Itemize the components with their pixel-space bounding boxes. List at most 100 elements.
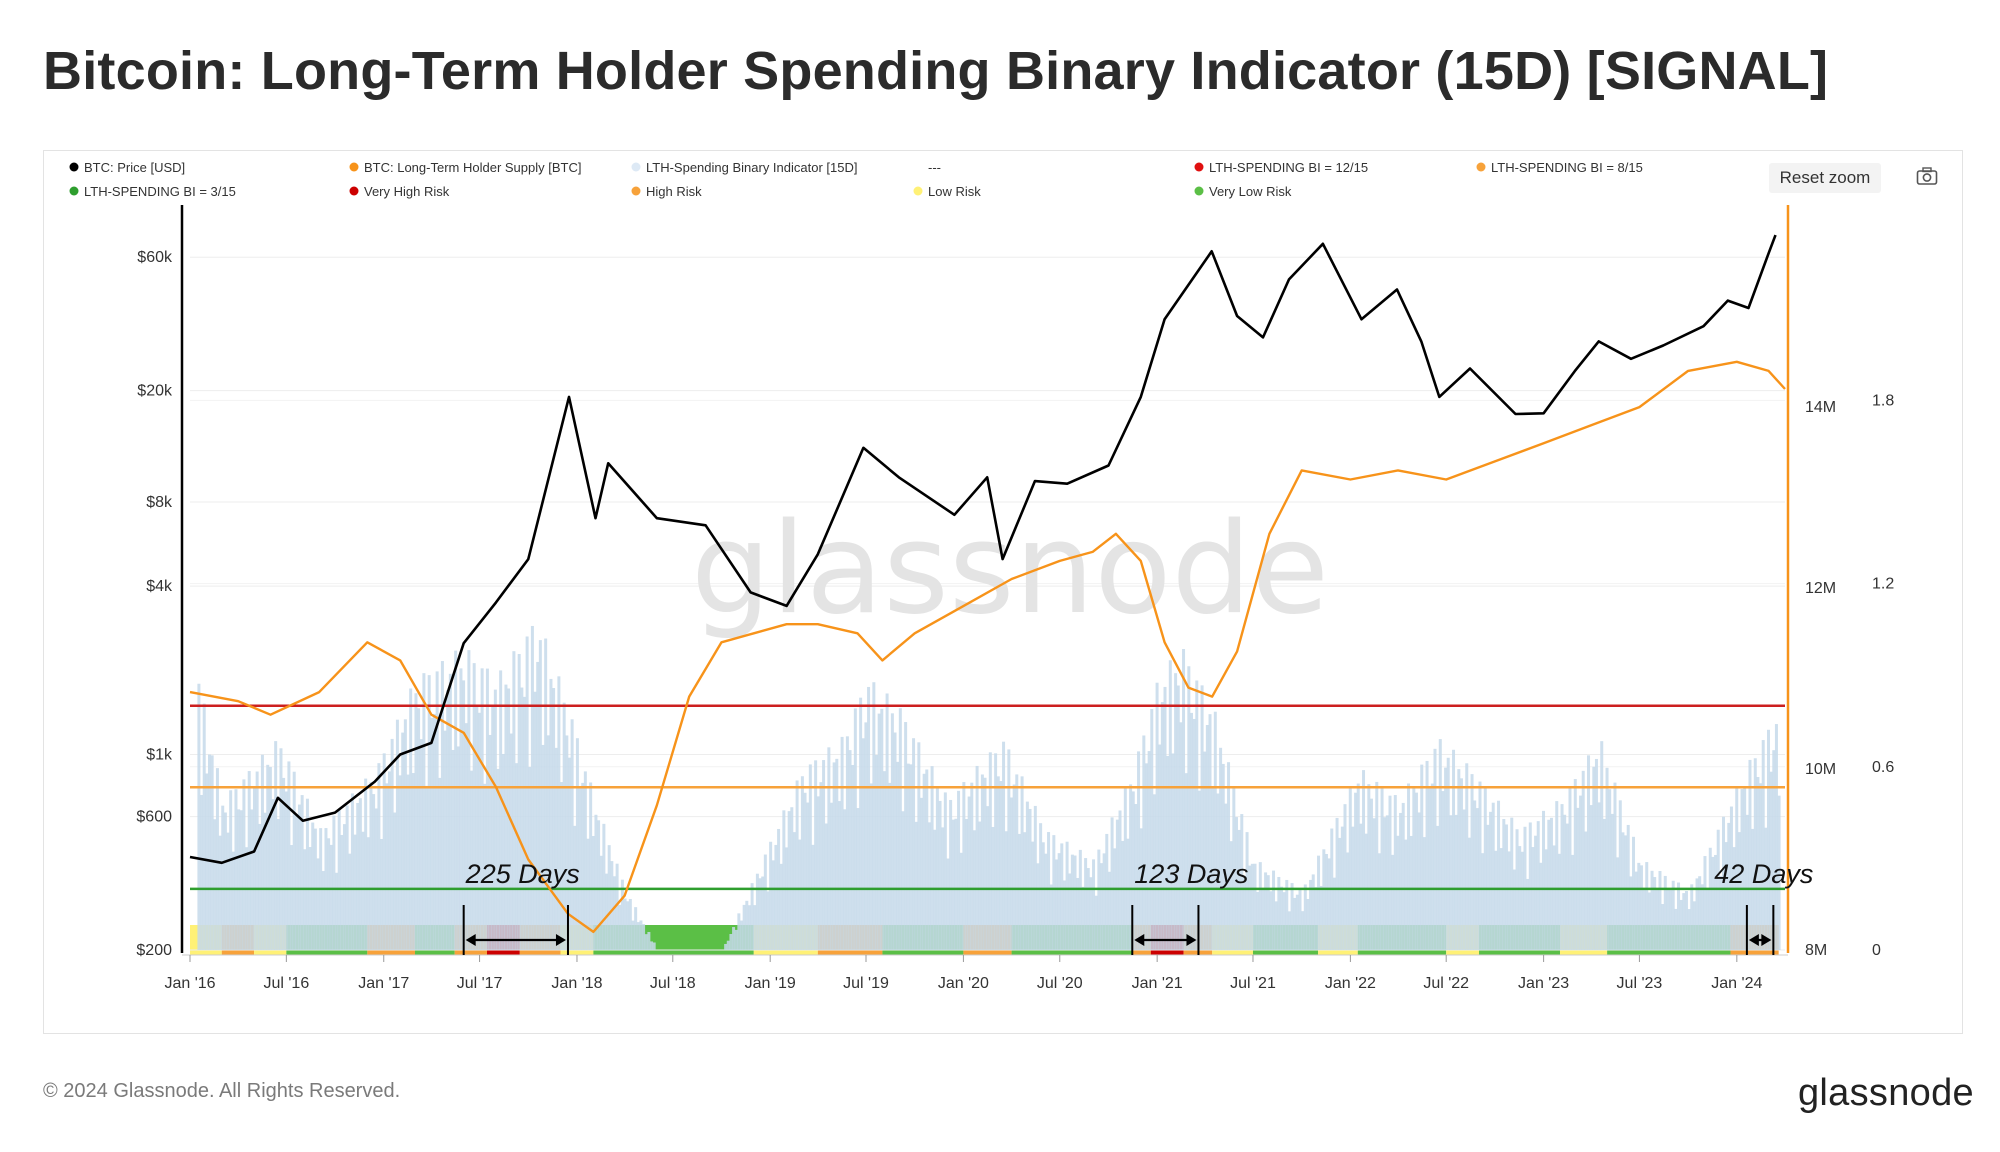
indicator-bar [753, 905, 757, 950]
legend-item[interactable]: LTH-Spending Binary Indicator [15D] [631, 160, 858, 175]
indicator-bar [909, 764, 913, 950]
indicator-bar [1621, 832, 1625, 950]
legend-item[interactable]: --- [928, 160, 941, 175]
indicator-bar [268, 767, 272, 950]
indicator-bar [1081, 886, 1085, 950]
indicator-bar [1179, 722, 1183, 950]
indicator-bar [316, 858, 320, 950]
indicator-bar [1444, 767, 1448, 950]
indicator-bar [374, 808, 378, 950]
indicator-bar [409, 688, 413, 950]
indicator-bar [814, 760, 818, 950]
legend-item[interactable]: Low Risk [913, 184, 982, 199]
indicator-bar [605, 873, 609, 950]
indicator-bar [1062, 880, 1066, 950]
indicator-bar [848, 750, 852, 950]
indicator-bar [861, 738, 865, 950]
y-tick-label: $600 [136, 809, 172, 826]
indicator-bar [1589, 805, 1593, 950]
indicator-bar [607, 845, 611, 950]
indicator-bar [1576, 807, 1580, 950]
indicator-bar [1158, 744, 1162, 950]
indicator-bar [1520, 851, 1524, 950]
indicator-bar [938, 800, 942, 950]
x-tick-label: Jan '24 [1711, 975, 1762, 992]
legend-item[interactable]: High Risk [631, 184, 703, 199]
indicator-bar [501, 753, 505, 950]
reset-zoom-button[interactable]: Reset zoom [1769, 163, 1881, 193]
indicator-bar [642, 924, 646, 950]
indicator-bar [1489, 811, 1493, 950]
indicator-bar [200, 794, 204, 950]
indicator-bar [906, 763, 910, 950]
legend-item[interactable]: Very High Risk [349, 184, 450, 199]
indicator-bar [1314, 887, 1318, 950]
indicator-bar [1753, 758, 1757, 950]
indicator-bar [1610, 813, 1614, 950]
indicator-bar [1282, 892, 1286, 950]
camera-icon[interactable] [1916, 166, 1938, 186]
y-supply-tick-label: 10M [1805, 761, 1836, 778]
indicator-bar [1597, 802, 1601, 950]
indicator-bar [1502, 819, 1506, 950]
indicator-bar [239, 810, 243, 950]
legend-label: LTH-Spending Binary Indicator [15D] [646, 160, 857, 175]
y-left-ticks: $200 $600 $1k $4k $8k $20k $60k [136, 249, 173, 959]
indicator-bar [522, 696, 526, 950]
indicator-bar [1692, 901, 1696, 950]
indicator-bar [1295, 894, 1299, 950]
price-line [189, 234, 1777, 865]
indicator-bar [970, 782, 974, 950]
indicator-bar [1176, 685, 1180, 950]
indicator-bar [880, 708, 884, 950]
indicator-bar [766, 891, 770, 950]
indicator-bar [597, 820, 601, 950]
x-tick-label: Jan '19 [745, 975, 796, 992]
indicator-bar [1637, 862, 1641, 950]
indicator-bar [303, 849, 307, 950]
legend-item[interactable]: LTH-SPENDING BI = 12/15 [1194, 160, 1369, 175]
legend-item[interactable]: Very Low Risk [1194, 184, 1292, 199]
indicator-bar [432, 713, 436, 950]
indicator-bar [475, 706, 479, 950]
legend-item[interactable]: BTC: Price [USD] [69, 160, 186, 175]
indicator-bar [1470, 774, 1474, 950]
indicator-bar [1711, 856, 1715, 950]
indicator-bar [1298, 889, 1302, 950]
legend-label: LTH-SPENDING BI = 12/15 [1209, 160, 1368, 175]
indicator-bar [816, 796, 820, 950]
indicator-bar [1539, 862, 1543, 950]
indicator-bar [1407, 783, 1411, 950]
indicator-bar [732, 927, 736, 950]
legend-item[interactable]: BTC: Long-Term Holder Supply [BTC] [349, 160, 582, 175]
indicator-bar [935, 787, 939, 950]
y-supply-ticks: 8M 10M 12M 14M [1805, 399, 1836, 959]
x-tick-label: Jan '16 [164, 975, 215, 992]
indicator-bar [1256, 891, 1260, 950]
indicator-bar [1449, 815, 1453, 950]
indicator-bar [996, 776, 1000, 950]
indicator-bar [1772, 750, 1776, 950]
indicator-bar [477, 712, 481, 950]
indicator-bar [1385, 815, 1389, 950]
indicator-bar [1634, 871, 1638, 950]
legend-item[interactable]: LTH-SPENDING BI = 3/15 [69, 184, 236, 199]
indicator-bar [1497, 800, 1501, 950]
indicator-bar [1047, 832, 1051, 950]
indicator-bar [1216, 793, 1220, 950]
legend-item[interactable]: LTH-SPENDING BI = 8/15 [1476, 160, 1643, 175]
indicator-bar [1414, 792, 1418, 950]
indicator-bar [782, 810, 786, 950]
indicator-bar [1722, 816, 1726, 950]
x-tick-label: Jul '18 [650, 975, 696, 992]
indicator-bar [1369, 798, 1373, 950]
indicator-bar [536, 661, 540, 950]
indicator-bar [1690, 884, 1694, 950]
indicator-bar [417, 708, 421, 950]
indicator-bar [578, 787, 582, 950]
indicator-bar [795, 780, 799, 950]
legend[interactable]: BTC: Price [USD] BTC: Long-Term Holder Su… [69, 160, 1643, 199]
indicator-bar [226, 832, 230, 950]
indicator-bar [1504, 824, 1508, 950]
